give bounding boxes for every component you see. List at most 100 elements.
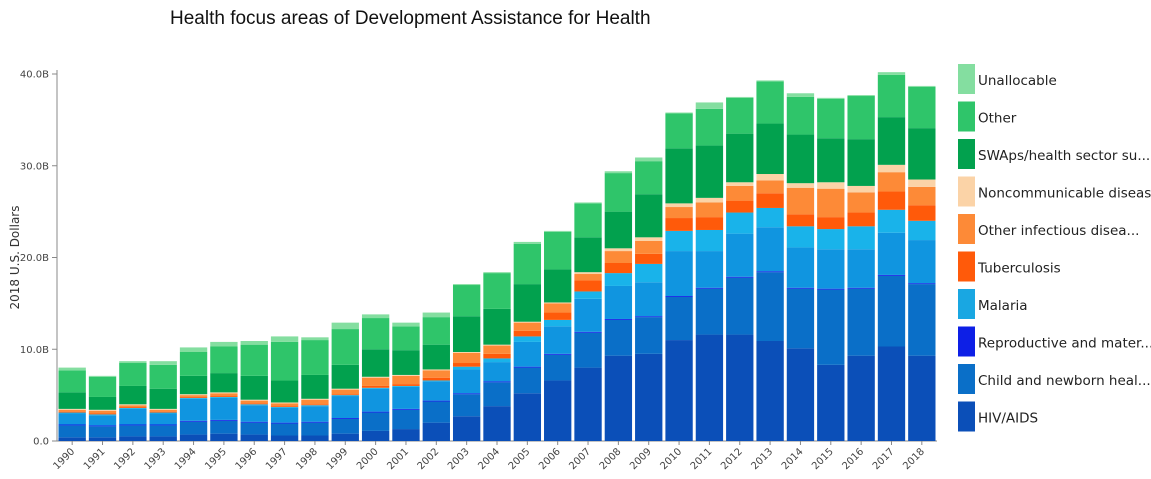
- bar-segment[interactable]: [726, 233, 754, 277]
- legend-label[interactable]: Other infectious disea...: [978, 223, 1139, 239]
- bar-segment[interactable]: [604, 285, 633, 319]
- bar-segment[interactable]: [574, 274, 602, 281]
- bar-segment[interactable]: [665, 218, 693, 231]
- bar-segment[interactable]: [392, 384, 420, 386]
- bar-segment[interactable]: [635, 157, 663, 162]
- bar-segment[interactable]: [331, 389, 359, 395]
- bar-segment[interactable]: [908, 283, 936, 285]
- bar-segment[interactable]: [847, 95, 875, 97]
- bar-segment[interactable]: [422, 401, 450, 423]
- bar-segment[interactable]: [331, 396, 359, 419]
- bar-segment[interactable]: [877, 72, 906, 75]
- bar-segment[interactable]: [726, 212, 754, 234]
- bar-segment[interactable]: [483, 381, 511, 383]
- bar-segment[interactable]: [513, 367, 542, 394]
- bar-segment[interactable]: [695, 251, 724, 288]
- bar-segment[interactable]: [88, 410, 117, 414]
- bar-segment[interactable]: [452, 316, 481, 353]
- bar-segment[interactable]: [574, 332, 602, 368]
- bar-segment[interactable]: [301, 398, 329, 400]
- bar-segment[interactable]: [361, 430, 390, 441]
- bar-segment[interactable]: [756, 80, 784, 82]
- bar-segment[interactable]: [665, 251, 693, 297]
- bar-segment[interactable]: [817, 217, 845, 230]
- bar-segment[interactable]: [513, 341, 542, 367]
- bar-segment[interactable]: [908, 240, 936, 284]
- bar-segment[interactable]: [58, 437, 86, 441]
- bar-segment[interactable]: [149, 411, 177, 413]
- bar-segment[interactable]: [847, 139, 875, 186]
- bar-segment[interactable]: [483, 353, 511, 359]
- bar-segment[interactable]: [58, 409, 86, 412]
- bar-segment[interactable]: [574, 298, 602, 332]
- bar-segment[interactable]: [179, 395, 208, 397]
- bar-segment[interactable]: [604, 211, 633, 249]
- bar-segment[interactable]: [452, 369, 481, 394]
- legend-label[interactable]: Child and newborn heal...: [978, 373, 1151, 389]
- bar-segment[interactable]: [179, 397, 208, 399]
- bar-segment[interactable]: [452, 394, 481, 417]
- bar-segment[interactable]: [665, 207, 693, 219]
- bar-segment[interactable]: [544, 230, 572, 232]
- bar-segment[interactable]: [88, 437, 117, 441]
- bar-segment[interactable]: [695, 145, 724, 198]
- bar-segment[interactable]: [270, 423, 299, 436]
- legend-swatch[interactable]: [958, 326, 975, 357]
- bar-segment[interactable]: [179, 398, 208, 421]
- bar-segment[interactable]: [149, 409, 177, 412]
- bar-segment[interactable]: [877, 172, 906, 192]
- bar-segment[interactable]: [270, 336, 299, 342]
- bar-segment[interactable]: [301, 399, 329, 405]
- bar-segment[interactable]: [240, 421, 268, 423]
- bar-segment[interactable]: [149, 425, 177, 437]
- bar-segment[interactable]: [270, 407, 299, 423]
- bar-segment[interactable]: [301, 374, 329, 399]
- bar-segment[interactable]: [786, 214, 815, 227]
- bar-segment[interactable]: [726, 276, 754, 278]
- bar-segment[interactable]: [574, 291, 602, 299]
- bar-segment[interactable]: [483, 345, 511, 354]
- bar-segment[interactable]: [635, 240, 663, 254]
- bar-segment[interactable]: [786, 183, 815, 188]
- bar-segment[interactable]: [392, 350, 420, 375]
- bar-segment[interactable]: [756, 207, 784, 228]
- bar-segment[interactable]: [817, 288, 845, 290]
- bar-segment[interactable]: [331, 418, 359, 419]
- bar-segment[interactable]: [483, 362, 511, 382]
- bar-segment[interactable]: [847, 288, 875, 356]
- bar-segment[interactable]: [726, 200, 754, 213]
- bar-segment[interactable]: [88, 413, 117, 415]
- bar-segment[interactable]: [331, 388, 359, 390]
- bar-segment[interactable]: [149, 364, 177, 389]
- bar-segment[interactable]: [119, 404, 147, 406]
- bar-segment[interactable]: [695, 334, 724, 441]
- bar-segment[interactable]: [452, 363, 481, 367]
- legend-label[interactable]: Unallocable: [978, 73, 1057, 89]
- bar-segment[interactable]: [88, 376, 117, 397]
- bar-segment[interactable]: [119, 361, 147, 364]
- bar-segment[interactable]: [665, 230, 693, 252]
- bar-segment[interactable]: [422, 370, 450, 378]
- bar-segment[interactable]: [119, 385, 147, 405]
- bar-segment[interactable]: [361, 376, 390, 378]
- bar-segment[interactable]: [240, 405, 268, 422]
- bar-segment[interactable]: [361, 377, 390, 386]
- bar-segment[interactable]: [179, 352, 208, 376]
- bar-segment[interactable]: [361, 387, 390, 389]
- bar-segment[interactable]: [604, 248, 633, 252]
- bar-segment[interactable]: [908, 179, 936, 187]
- bar-segment[interactable]: [756, 81, 784, 124]
- bar-segment[interactable]: [58, 424, 86, 426]
- bar-segment[interactable]: [392, 326, 420, 351]
- bar-segment[interactable]: [331, 433, 359, 441]
- bar-segment[interactable]: [331, 394, 359, 396]
- bar-segment[interactable]: [604, 171, 633, 174]
- bar-segment[interactable]: [574, 202, 602, 204]
- bar-segment[interactable]: [119, 436, 147, 441]
- bar-segment[interactable]: [270, 341, 299, 381]
- bar-segment[interactable]: [665, 296, 693, 341]
- bar-segment[interactable]: [240, 400, 268, 404]
- bar-segment[interactable]: [695, 229, 724, 252]
- bar-segment[interactable]: [392, 409, 420, 430]
- bar-segment[interactable]: [361, 314, 390, 319]
